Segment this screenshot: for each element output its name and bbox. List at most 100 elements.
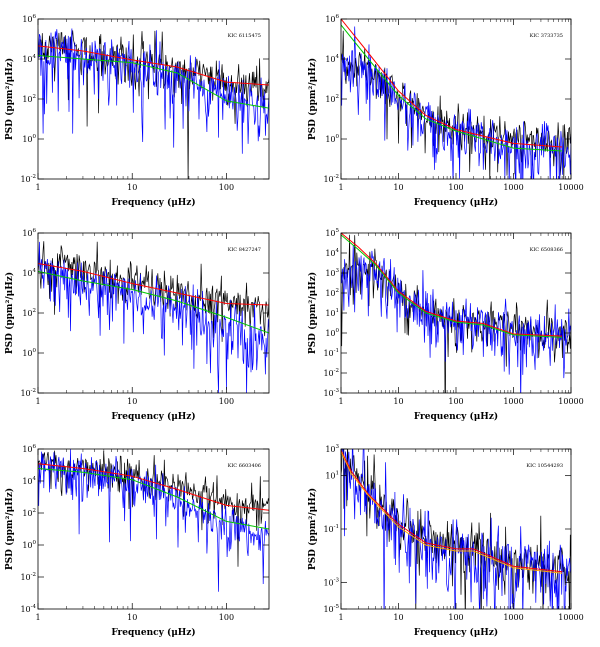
- x-tick-label: 1: [35, 397, 40, 406]
- star-id-label: KIC 3733735: [530, 33, 563, 39]
- y-tick-base: 10: [22, 15, 32, 24]
- x-tick-label: 1: [338, 183, 343, 192]
- y-tick-label: 10-5: [323, 604, 339, 614]
- y-tick-base: 10: [325, 269, 335, 278]
- y-tick-label: 104: [325, 248, 339, 258]
- y-tick-exponent: 0: [33, 348, 37, 354]
- y-tick-label: 10-1: [323, 348, 339, 358]
- y-tick-label: 10-2: [323, 174, 339, 184]
- y-tick-base: 10: [325, 229, 335, 238]
- x-tick-label: 1000: [503, 397, 523, 406]
- y-tick-exponent: 4: [336, 54, 340, 60]
- y-tick-base: 10: [325, 309, 335, 318]
- x-tick-label: 10: [127, 613, 137, 622]
- y-tick-base: 10: [20, 175, 30, 184]
- y-tick-base: 10: [323, 525, 333, 534]
- y-tick-base: 10: [323, 369, 333, 378]
- background-fit-corrected-line: [341, 451, 563, 574]
- y-tick-exponent: 1: [336, 471, 340, 477]
- y-tick-label: 101: [325, 308, 339, 318]
- y-tick-exponent: 3: [336, 444, 340, 450]
- y-tick-base: 10: [323, 578, 333, 587]
- x-tick-label: 1: [338, 613, 343, 622]
- x-tick-label: 1000: [503, 183, 523, 192]
- y-tick-label: 10-2: [323, 368, 339, 378]
- corrected-psd-series: [38, 28, 269, 154]
- x-tick-label: 1: [35, 183, 40, 192]
- y-tick-label: 104: [22, 268, 36, 278]
- y-tick-exponent: 3: [336, 268, 340, 274]
- y-axis-label: PSD (ppm²/μHz): [4, 58, 15, 140]
- y-tick-label: 105: [325, 228, 339, 238]
- y-tick-base: 10: [22, 349, 32, 358]
- background-fit-line: [38, 263, 269, 306]
- psd-panel: 1 10 100 1000 1000010-310-210-11001011021031…: [307, 228, 584, 422]
- x-axis-label: Frequency (μHz): [111, 411, 195, 422]
- y-tick-base: 10: [325, 135, 335, 144]
- y-tick-label: 103: [325, 444, 339, 454]
- y-tick-base: 10: [323, 349, 333, 358]
- background-fit-line: [341, 449, 563, 573]
- star-id-label: KIC 6603406: [228, 463, 261, 469]
- y-tick-label: 100: [22, 134, 36, 144]
- star-id-label: KIC 8427247: [228, 247, 261, 253]
- y-tick-base: 10: [22, 477, 32, 486]
- y-tick-base: 10: [22, 541, 32, 550]
- y-tick-exponent: -2: [334, 174, 339, 180]
- y-tick-label: 104: [325, 54, 339, 64]
- y-tick-label: 106: [22, 14, 36, 24]
- y-tick-base: 10: [325, 445, 335, 454]
- y-tick-label: 102: [22, 94, 36, 104]
- observed-psd-series: [38, 241, 269, 342]
- y-tick-base: 10: [325, 289, 335, 298]
- y-tick-base: 10: [22, 269, 32, 278]
- y-tick-label: 10-4: [20, 604, 36, 614]
- y-tick-exponent: 1: [336, 308, 340, 314]
- y-tick-exponent: -1: [334, 524, 339, 530]
- y-tick-base: 10: [325, 95, 335, 104]
- x-tick-label: 100: [448, 183, 463, 192]
- plot-area: [341, 19, 571, 179]
- y-tick-exponent: -4: [31, 604, 37, 610]
- plot-area: [341, 233, 571, 393]
- x-tick-label: 10: [393, 613, 403, 622]
- psd-panel: 1 10 100 1000 1000010-2100102104106Frequency…: [307, 14, 584, 208]
- y-tick-exponent: -2: [31, 174, 36, 180]
- y-axis-label: PSD (ppm²/μHz): [307, 488, 318, 570]
- y-tick-base: 10: [325, 472, 335, 481]
- x-tick-label: 1: [35, 613, 40, 622]
- x-tick-label: 10000: [558, 183, 583, 192]
- y-tick-base: 10: [22, 55, 32, 64]
- y-axis-label: PSD (ppm²/μHz): [4, 488, 15, 570]
- x-tick-label: 10: [127, 397, 137, 406]
- x-axis-label: Frequency (μHz): [111, 627, 195, 638]
- y-tick-label: 10-1: [323, 524, 339, 534]
- y-tick-base: 10: [22, 229, 32, 238]
- y-tick-base: 10: [20, 389, 30, 398]
- y-tick-base: 10: [22, 309, 32, 318]
- plot-frame: [340, 18, 572, 180]
- x-tick-label: 10000: [558, 613, 583, 622]
- y-tick-label: 102: [325, 288, 339, 298]
- y-tick-exponent: -1: [334, 348, 339, 354]
- y-tick-label: 106: [22, 228, 36, 238]
- y-tick-exponent: 6: [33, 228, 37, 234]
- x-tick-label: 100: [219, 397, 234, 406]
- x-tick-label: 1000: [503, 613, 523, 622]
- y-tick-label: 103: [325, 268, 339, 278]
- background-fit-line: [341, 19, 563, 148]
- y-tick-base: 10: [323, 175, 333, 184]
- star-id-label: KIC 6115475: [228, 33, 261, 39]
- y-tick-label: 100: [22, 540, 36, 550]
- y-axis-label: PSD (ppm²/μHz): [4, 272, 15, 354]
- corrected-psd-series: [38, 449, 269, 592]
- y-tick-base: 10: [325, 55, 335, 64]
- y-tick-label: 100: [22, 348, 36, 358]
- plot-area: [38, 28, 269, 179]
- y-tick-label: 104: [22, 54, 36, 64]
- y-tick-base: 10: [22, 445, 32, 454]
- y-tick-label: 10-2: [20, 572, 36, 582]
